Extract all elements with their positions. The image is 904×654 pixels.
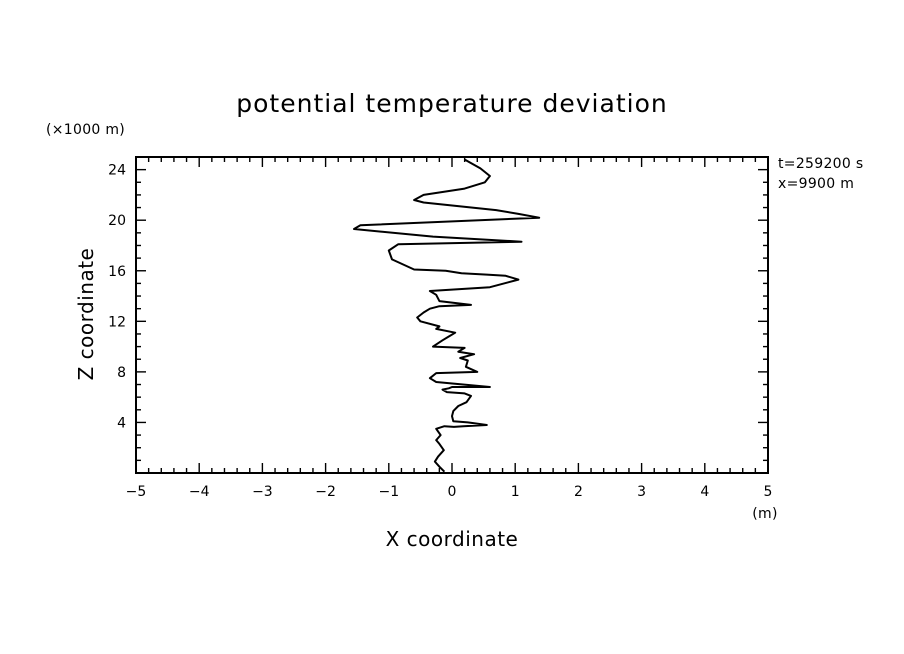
chart-title: potential temperature deviation	[236, 89, 667, 118]
annotation-position: x=9900 m	[778, 176, 854, 192]
y-tick-label: 16	[108, 264, 126, 280]
x-tick-label: 0	[448, 484, 457, 500]
x-tick-label: −3	[252, 484, 273, 500]
plot-frame	[135, 156, 769, 474]
series-line	[353, 158, 541, 473]
x-tick-label: 2	[574, 484, 583, 500]
x-axis-label: X coordinate	[386, 527, 519, 551]
y-unit-label: (×1000 m)	[46, 122, 125, 138]
annotation-time: t=259200 s	[778, 156, 863, 172]
x-tick-label: −1	[378, 484, 399, 500]
x-tick-label: −4	[189, 484, 210, 500]
axis-ticks	[135, 156, 769, 474]
y-tick-label: 20	[108, 213, 126, 229]
x-tick-label: 4	[700, 484, 709, 500]
y-axis-label: Z coordinate	[74, 248, 98, 381]
x-tick-label: −5	[126, 484, 147, 500]
x-tick-label: 1	[511, 484, 520, 500]
x-tick-label: −2	[315, 484, 336, 500]
y-tick-label: 24	[108, 163, 126, 179]
y-tick-label: 12	[108, 314, 126, 330]
x-tick-label: 5	[764, 484, 773, 500]
x-unit-label: (m)	[752, 506, 777, 522]
y-tick-label: 4	[117, 415, 126, 431]
y-tick-label: 8	[117, 365, 126, 381]
x-tick-label: 3	[637, 484, 646, 500]
